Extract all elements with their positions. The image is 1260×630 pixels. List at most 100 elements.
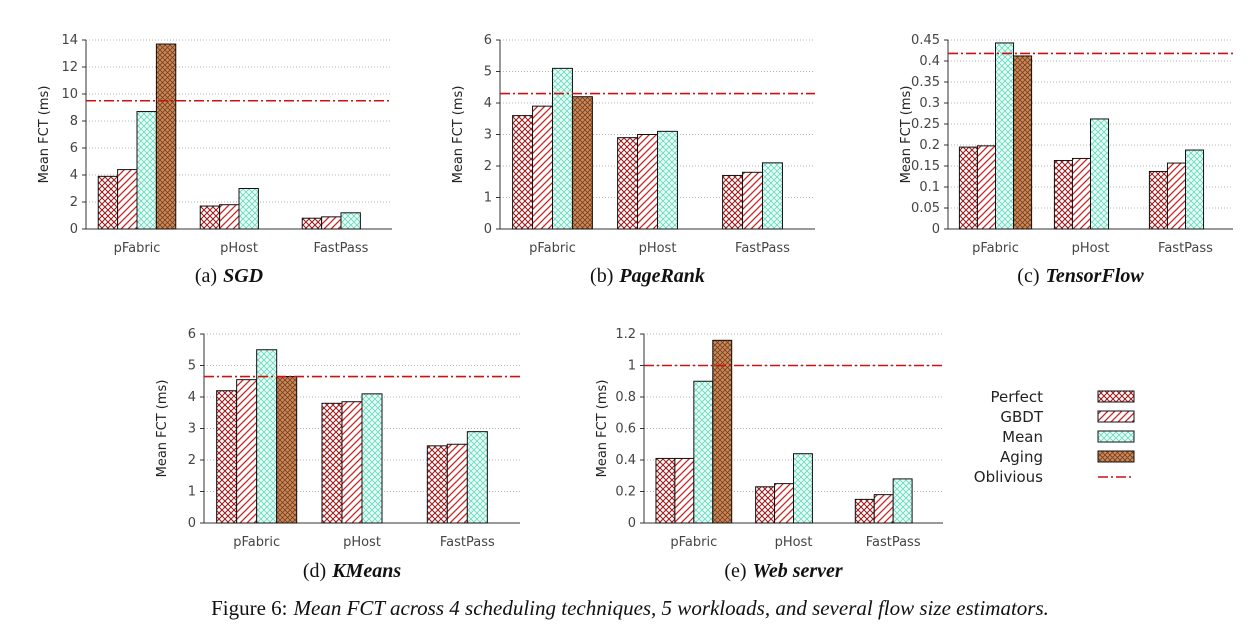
y-axis-label: Mean FCT (ms) bbox=[451, 86, 466, 184]
y-tick-label: 3 bbox=[484, 128, 492, 143]
x-tick-label: pHost bbox=[775, 535, 813, 550]
bar-perfect-fastpass bbox=[426, 445, 448, 524]
bar-gbdt-pfabric bbox=[236, 379, 258, 524]
y-tick-label: 0.8 bbox=[615, 390, 636, 405]
bar-mean-phost bbox=[361, 393, 383, 524]
panel-caption-name: Web server bbox=[753, 560, 843, 582]
bar-gbdt-phost bbox=[1071, 157, 1091, 230]
y-tick-label: 0 bbox=[70, 222, 78, 237]
bar-mean-pfabric bbox=[995, 42, 1015, 230]
panel-caption-name: SGD bbox=[223, 265, 263, 287]
legend-item-mean: Mean bbox=[1002, 428, 1135, 446]
bar-perfect-fastpass bbox=[854, 498, 875, 524]
bar-perfect-pfabric bbox=[958, 146, 978, 230]
bar-gbdt-fastpass bbox=[446, 443, 468, 524]
y-tick-label: 1 bbox=[628, 359, 636, 374]
y-tick-label: 0 bbox=[484, 222, 492, 237]
bar-mean-phost bbox=[238, 188, 259, 230]
y-tick-label: 14 bbox=[61, 33, 78, 48]
figure-caption-text: Mean FCT across 4 scheduling techniques,… bbox=[293, 596, 1049, 620]
bar-perfect-pfabric bbox=[655, 457, 676, 524]
panel-caption: (a) SGD bbox=[195, 265, 263, 287]
y-tick-label: 0.25 bbox=[911, 117, 940, 132]
legend-label: GBDT bbox=[1000, 408, 1043, 426]
legend-swatch bbox=[1097, 430, 1135, 443]
y-tick-label: 2 bbox=[70, 195, 78, 210]
y-tick-label: 0.6 bbox=[615, 422, 636, 437]
panel-caption-name: KMeans bbox=[331, 560, 401, 582]
legend-swatch bbox=[1097, 390, 1135, 403]
bar-gbdt-fastpass bbox=[321, 216, 342, 230]
y-tick-label: 0 bbox=[628, 516, 636, 531]
panel-caption-name: TensorFlow bbox=[1046, 265, 1145, 287]
y-tick-label: 1 bbox=[188, 485, 196, 500]
y-axis-label: Mean FCT (ms) bbox=[155, 380, 170, 478]
bar-gbdt-phost bbox=[219, 204, 240, 230]
bar-gbdt-fastpass bbox=[1166, 162, 1186, 230]
y-tick-label: 0.35 bbox=[911, 75, 940, 90]
bar-mean-fastpass bbox=[762, 162, 783, 230]
panel-caption-label: (a) bbox=[195, 265, 217, 287]
legend: Perfect GBDT Mean Aging Oblivious bbox=[974, 388, 1135, 486]
legend-swatch bbox=[1097, 410, 1135, 423]
bar-aging-pfabric bbox=[276, 376, 298, 524]
y-tick-label: 0.45 bbox=[911, 33, 940, 48]
y-tick-label: 2 bbox=[484, 159, 492, 174]
x-tick-label: pFabric bbox=[233, 535, 280, 550]
legend-item-oblivious: Oblivious bbox=[974, 468, 1134, 486]
bar-gbdt-pfabric bbox=[117, 169, 138, 230]
x-tick-label: pFabric bbox=[972, 241, 1019, 256]
y-axis-label: Mean FCT (ms) bbox=[37, 86, 52, 184]
bar-mean-pfabric bbox=[552, 67, 573, 230]
y-tick-label: 0.3 bbox=[919, 96, 940, 111]
bar-mean-pfabric bbox=[136, 111, 157, 230]
y-tick-label: 10 bbox=[61, 87, 78, 102]
bar-perfect-phost bbox=[755, 486, 776, 524]
x-tick-label: pFabric bbox=[529, 241, 576, 256]
bar-mean-fastpass bbox=[466, 431, 488, 524]
y-tick-label: 6 bbox=[70, 141, 78, 156]
y-tick-label: 1 bbox=[484, 191, 492, 206]
panel-caption-label: (e) bbox=[724, 560, 746, 582]
chart-panel-web-server: 0 0.2 0.4 0.6 0.8 1 1.2 Mean FCT (ms) pFabric pHo… bbox=[595, 327, 943, 582]
y-tick-label: 0 bbox=[188, 516, 196, 531]
legend-label: Oblivious bbox=[974, 468, 1043, 486]
panel-caption-label: (b) bbox=[590, 265, 613, 287]
legend-label: Aging bbox=[1000, 448, 1043, 466]
x-tick-label: pHost bbox=[220, 241, 258, 256]
x-tick-label: pHost bbox=[1072, 241, 1110, 256]
y-axis-label: Mean FCT (ms) bbox=[899, 86, 914, 184]
chart-panel-kmeans: 0 1 2 3 4 5 6 Mean FCT (ms) pFabric pHost FastPass… bbox=[155, 327, 520, 582]
bar-perfect-fastpass bbox=[301, 217, 323, 230]
panel-caption: (b) PageRank bbox=[590, 265, 705, 287]
chart-panel-pagerank: 0 1 2 3 4 5 6 Mean FCT (ms) pFabric pHost FastPass… bbox=[451, 33, 815, 287]
y-tick-label: 3 bbox=[188, 422, 196, 437]
y-tick-label: 0 bbox=[932, 222, 940, 237]
x-tick-label: FastPass bbox=[440, 535, 495, 550]
y-tick-label: 4 bbox=[484, 96, 492, 111]
panel-caption-name: PageRank bbox=[618, 265, 705, 287]
panel-caption-label: (c) bbox=[1017, 265, 1039, 287]
y-tick-label: 8 bbox=[70, 114, 78, 129]
bar-gbdt-fastpass bbox=[873, 494, 894, 524]
bar-aging-pfabric bbox=[712, 339, 733, 524]
y-tick-label: 0.4 bbox=[919, 54, 940, 69]
x-tick-label: FastPass bbox=[735, 241, 790, 256]
bar-perfect-phost bbox=[617, 137, 639, 230]
y-tick-label: 0.05 bbox=[911, 201, 940, 216]
legend-item-perfect: Perfect bbox=[990, 388, 1135, 406]
panel-caption-label: (d) bbox=[303, 560, 326, 582]
x-tick-label: FastPass bbox=[1158, 241, 1213, 256]
bar-aging-pfabric bbox=[571, 96, 593, 230]
x-tick-label: FastPass bbox=[866, 535, 921, 550]
panel-caption: (e) Web server bbox=[724, 560, 843, 582]
bar-aging-pfabric bbox=[1013, 55, 1033, 230]
x-tick-label: pFabric bbox=[114, 241, 161, 256]
legend-item-aging: Aging bbox=[1000, 448, 1135, 466]
x-tick-label: pHost bbox=[639, 241, 677, 256]
y-tick-label: 0.1 bbox=[919, 180, 940, 195]
bar-perfect-phost bbox=[1053, 160, 1073, 230]
chart-panel-tensorflow: 0 0.05 0.1 0.15 0.2 0.25 0.3 0.35 0.4 0.45 Mean FC… bbox=[899, 33, 1233, 287]
bar-perfect-fastpass bbox=[1148, 170, 1168, 230]
